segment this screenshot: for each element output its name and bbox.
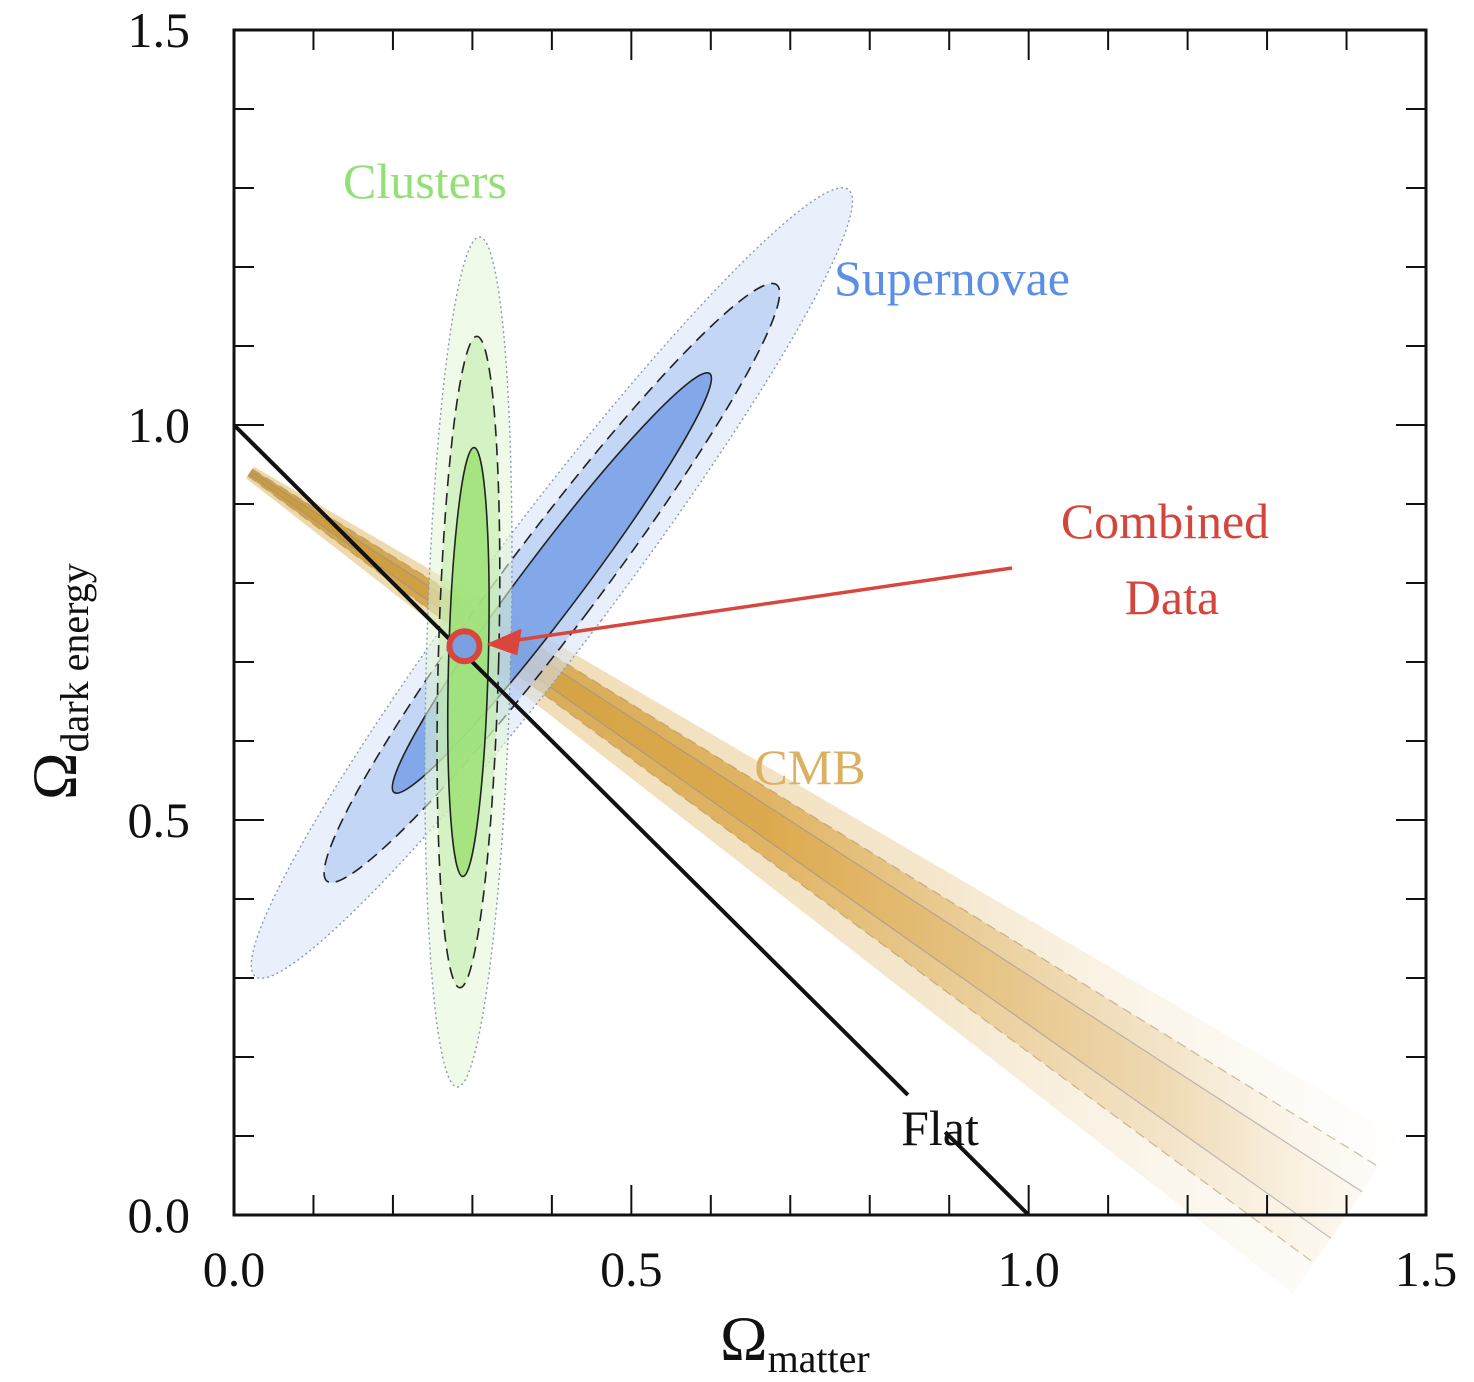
clusters-label: Clusters xyxy=(343,153,507,209)
y-tick-label: 0.0 xyxy=(128,1187,191,1243)
combined-data-arrow-shaft xyxy=(502,566,1013,644)
y-axis-subscript: dark energy xyxy=(52,563,97,752)
x-tick-label: 0.0 xyxy=(203,1241,266,1297)
y-tick-label: 1.0 xyxy=(128,397,191,453)
plot-border xyxy=(232,28,1428,1217)
y-tick-label: 1.5 xyxy=(128,2,191,58)
axis-ticks xyxy=(234,30,1426,1215)
y-axis-symbol: Ω xyxy=(19,752,90,800)
combined-label-line-2: Data xyxy=(1125,569,1219,625)
combined-data-point xyxy=(446,628,483,665)
cmb-region xyxy=(245,466,1400,1294)
cmb-dashed-edge-1 xyxy=(247,475,1315,1264)
x-tick-label: 1.0 xyxy=(997,1241,1060,1297)
flat-label: Flat xyxy=(901,1100,979,1156)
supernovae-label: Supernovae xyxy=(834,250,1070,306)
combined-label-line-1: Combined xyxy=(1061,493,1269,549)
x-axis-title: Ωmatter xyxy=(720,1303,870,1381)
y-axis-title: Ωdark energy xyxy=(19,563,97,800)
combined-data-arrow-head xyxy=(487,629,522,656)
flat-line xyxy=(232,423,1031,1217)
cmb-dashed-edge-2 xyxy=(251,468,1380,1168)
tick-labels: 0.0 0.5 1.0 1.5 0.0 0.5 1.0 1.5 xyxy=(128,2,1458,1297)
x-axis-symbol: Ω xyxy=(720,1303,768,1374)
flat-line-segment-upper xyxy=(232,423,910,1097)
cmb-label: CMB xyxy=(754,739,865,795)
x-axis-subscript: matter xyxy=(768,1336,870,1381)
x-tick-label: 1.5 xyxy=(1395,1241,1458,1297)
y-tick-label: 0.5 xyxy=(128,792,191,848)
plot-frame xyxy=(232,28,1428,1217)
combined-data-marker xyxy=(446,566,1013,665)
x-tick-label: 0.5 xyxy=(600,1241,663,1297)
flat-line-segment-lower xyxy=(943,1130,1031,1217)
